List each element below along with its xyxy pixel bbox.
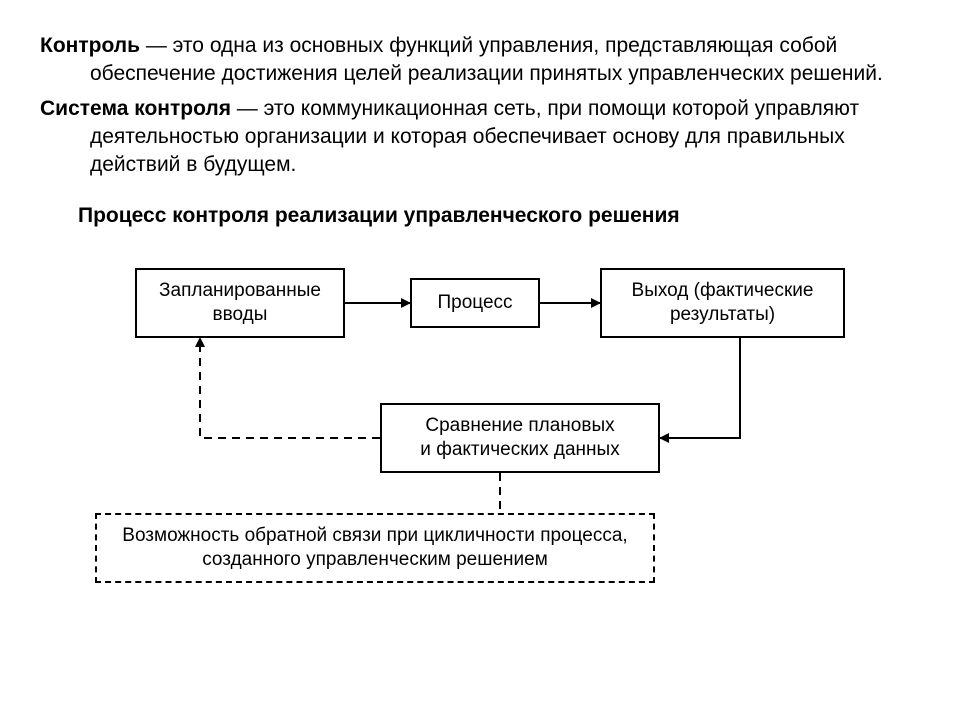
- flowchart-node-n1: Запланированныевводы: [135, 268, 345, 338]
- page: Контроль — это одна из основных функций …: [0, 0, 960, 608]
- flowchart: Запланированныевводы Процесс Выход (фактич…: [40, 228, 920, 608]
- term-control-system: Система контроля: [40, 97, 231, 120]
- definition-control-system: Система контроля — это коммуникационная …: [40, 95, 920, 180]
- flowchart-node-n2: Процесс: [410, 278, 540, 328]
- flowchart-node-n4: Сравнение плановыхи фактических данных: [380, 403, 660, 473]
- flowchart-edge-3: [200, 338, 380, 438]
- term-control: Контроль: [40, 34, 140, 57]
- flowchart-node-n5: Возможность обратной связи при цикличнос…: [95, 513, 655, 583]
- term-control-rest: — это одна из основных функций управлени…: [90, 34, 883, 85]
- definition-control: Контроль — это одна из основных функций …: [40, 32, 920, 89]
- flowchart-edge-2: [660, 338, 740, 438]
- flowchart-node-n3: Выход (фактическиерезультаты): [600, 268, 845, 338]
- diagram-title: Процесс контроля реализации управленческ…: [78, 204, 920, 228]
